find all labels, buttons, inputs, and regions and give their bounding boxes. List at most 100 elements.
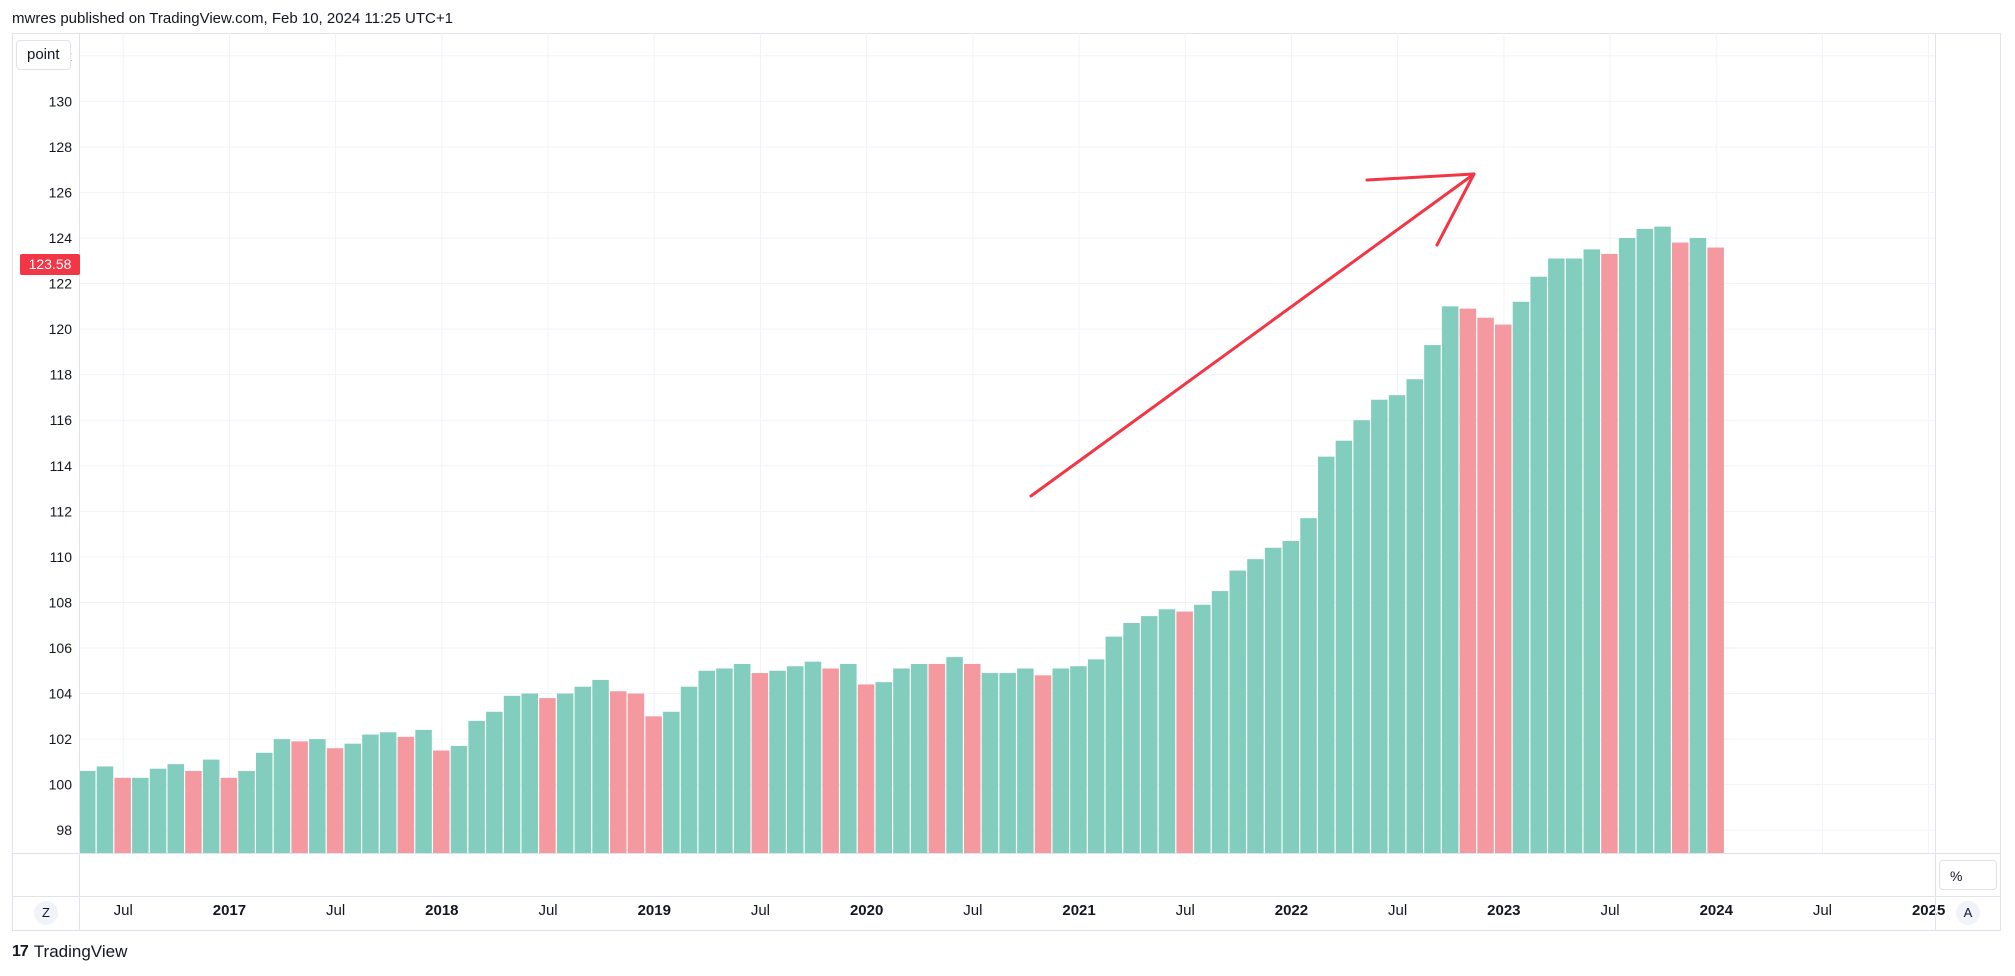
bar [946, 657, 963, 853]
bar [1300, 518, 1317, 853]
bar [1707, 247, 1724, 854]
y-tick-label: 124 [49, 230, 73, 246]
y-tick-label: 128 [49, 139, 73, 155]
bar [1530, 276, 1547, 853]
x-tick-label: 2017 [213, 902, 246, 919]
y-tick-label: 122 [49, 276, 73, 292]
footer-brand[interactable]: 17 TradingView [12, 942, 127, 962]
bar [645, 716, 662, 853]
x-tick-label: 2018 [425, 902, 458, 919]
bar [1371, 399, 1388, 853]
bar [1548, 258, 1565, 853]
bar [1335, 440, 1353, 853]
bar [1158, 609, 1176, 853]
bar [379, 732, 397, 853]
bar [999, 673, 1016, 853]
unit-button[interactable]: point [16, 40, 71, 70]
bar [1264, 547, 1282, 853]
y-tick-label: 112 [50, 503, 73, 519]
bar [893, 668, 910, 853]
bar [1672, 242, 1689, 854]
publish-info: mwres published on TradingView.com, Feb … [12, 10, 453, 27]
bar [698, 670, 715, 853]
bar [96, 766, 114, 853]
bar [397, 736, 415, 853]
y-tick-label: 116 [50, 412, 73, 428]
bar [362, 734, 379, 853]
bar [1229, 570, 1246, 853]
x-tick-label: Jul [963, 902, 982, 919]
y-tick-label: 110 [50, 549, 73, 565]
bar [787, 666, 804, 853]
bar [114, 777, 131, 853]
bar [273, 739, 291, 853]
bar [1034, 675, 1052, 853]
bar [539, 698, 556, 853]
x-tick-label: 2022 [1275, 902, 1308, 919]
x-tick-label: Jul [1600, 902, 1619, 919]
zoom-reset-button[interactable]: Z [34, 901, 58, 925]
arrow-shaft [1029, 172, 1476, 498]
bar [1070, 666, 1087, 853]
bar [1689, 238, 1707, 853]
bar [928, 663, 946, 853]
y-tick-label: 130 [49, 93, 73, 109]
x-tick-label: Jul [114, 902, 133, 919]
bar [309, 739, 326, 853]
x-tick-label: Jul [1388, 902, 1407, 919]
bar [769, 670, 786, 853]
y-tick-label: 100 [49, 777, 73, 793]
bar [1052, 668, 1069, 853]
arrow-head-right [1435, 172, 1476, 247]
tradingview-logo-icon: 17 [12, 943, 29, 960]
percent-scale-button[interactable]: % [1939, 860, 1997, 890]
bar [1318, 456, 1335, 853]
bar [910, 663, 928, 853]
x-axis: Jul 2017 Jul 2018 Jul 2019 Jul 2020 Jul 2021 Jul 20… [114, 902, 1946, 919]
bar [468, 720, 485, 853]
bar [326, 748, 344, 853]
x-tick-label: Jul [751, 902, 770, 919]
bar [450, 745, 468, 853]
auto-scale-button[interactable]: A [1956, 901, 1980, 925]
bar [804, 661, 822, 853]
bar [1601, 253, 1618, 853]
bar [79, 771, 96, 853]
bar [1636, 228, 1654, 853]
bar [1105, 636, 1123, 853]
bar [1477, 317, 1494, 853]
bar [1406, 379, 1423, 853]
y-axis: 98 100 102 104 106 108 110 112 114 116 118 120 122 12… [49, 48, 73, 838]
last-price-label: 123.58 [20, 254, 80, 275]
x-tick-label: Jul [326, 902, 345, 919]
y-tick-label: 106 [49, 640, 73, 656]
bar [344, 743, 361, 853]
bar [1583, 249, 1600, 853]
x-tick-label: Jul [538, 902, 557, 919]
bar [1618, 238, 1636, 853]
bar [716, 668, 733, 853]
bar [1176, 611, 1193, 853]
x-tick-label: 2020 [850, 902, 883, 919]
y-tick-label: 126 [49, 184, 73, 200]
bar [185, 771, 202, 853]
bar [503, 695, 521, 853]
bar [1211, 591, 1229, 853]
y-tick-label: 102 [49, 731, 73, 747]
chart-frame [12, 33, 2001, 931]
bar [840, 663, 857, 853]
bar [1654, 226, 1671, 854]
y-tick-label: 98 [56, 822, 72, 838]
bar [663, 711, 680, 853]
bar [1353, 420, 1370, 853]
x-tick-label: 2025 [1912, 902, 1945, 919]
brand-name: TradingView [33, 942, 128, 961]
bar [1194, 604, 1211, 853]
bar [291, 741, 308, 853]
x-tick-label: Jul [1813, 902, 1832, 919]
bar [256, 752, 273, 853]
bar [1388, 395, 1406, 853]
bar [1424, 345, 1441, 853]
bar [574, 686, 592, 853]
